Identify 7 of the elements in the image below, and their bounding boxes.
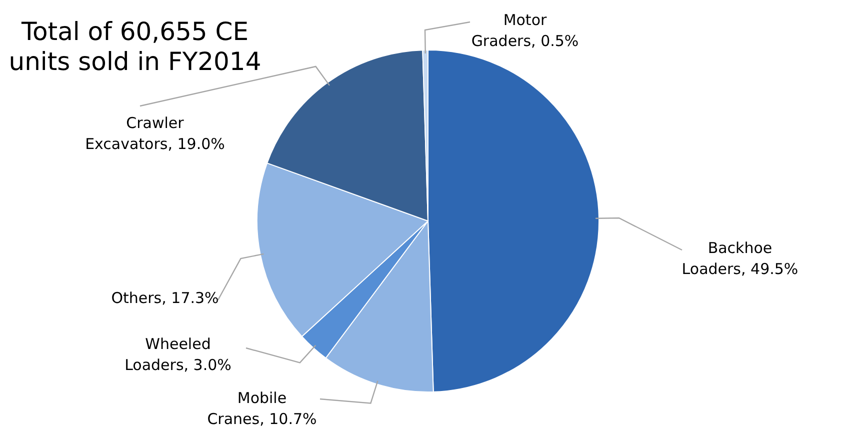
- slice-label: Backhoe Loaders, 49.5%: [682, 239, 798, 280]
- slice-label: Motor Graders, 0.5%: [471, 11, 579, 52]
- slice-label: Crawler Excavators, 19.0%: [85, 114, 225, 155]
- text: Total of 60,655 CE units sold in FY2014: [8, 17, 262, 76]
- slice-label: Mobile Cranes, 10.7%: [207, 389, 317, 430]
- slice-label: Wheeled Loaders, 3.0%: [124, 335, 232, 376]
- slice-label: Others, 17.3%: [111, 289, 219, 307]
